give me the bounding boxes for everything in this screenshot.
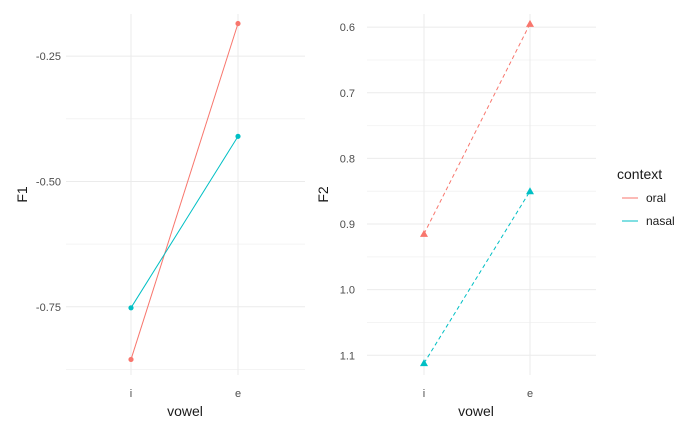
y-axis-title: F2	[315, 186, 331, 203]
x-axis-title: vowel	[167, 403, 203, 419]
y-tick-label: 1.0	[340, 285, 355, 297]
point-oral	[420, 229, 428, 237]
y-tick-label: 0.6	[340, 22, 355, 34]
x-tick-label: e	[235, 388, 241, 400]
y-tick-label: 1.1	[340, 350, 355, 362]
y-tick-label: -0.25	[36, 51, 61, 63]
x-tick-label: i	[130, 388, 132, 400]
y-tick-label: 0.8	[340, 153, 355, 165]
legend: context oral nasal	[617, 166, 675, 228]
y-tick-label: 0.9	[340, 219, 355, 231]
panel-f2: 0.6 0.7 0.8 0.9 1.0 1.1 i e vowel F2	[315, 14, 596, 419]
point-nasal	[235, 133, 241, 139]
y-tick-label: -0.50	[36, 176, 61, 188]
x-tick-label: e	[527, 388, 533, 400]
x-axis-title: vowel	[458, 403, 494, 419]
point-nasal	[128, 305, 134, 311]
series-line-oral	[130, 23, 239, 360]
legend-title: context	[617, 166, 662, 182]
series-line-oral	[423, 23, 531, 235]
y-axis-title: F1	[14, 186, 30, 203]
series-line-nasal	[130, 136, 239, 309]
x-tick-label: i	[423, 388, 425, 400]
legend-label-oral: oral	[646, 191, 666, 205]
y-tick-label: 0.7	[340, 88, 355, 100]
point-oral	[235, 20, 241, 27]
legend-label-nasal: nasal	[646, 214, 675, 228]
point-oral	[526, 19, 534, 27]
series-line-nasal	[423, 190, 531, 364]
panel-f1: -0.75 -0.50 -0.25 i e vowel F1	[14, 14, 305, 419]
point-nasal	[526, 187, 534, 195]
point-nasal	[420, 359, 428, 367]
point-oral	[128, 356, 134, 363]
y-tick-label: -0.75	[36, 302, 61, 314]
